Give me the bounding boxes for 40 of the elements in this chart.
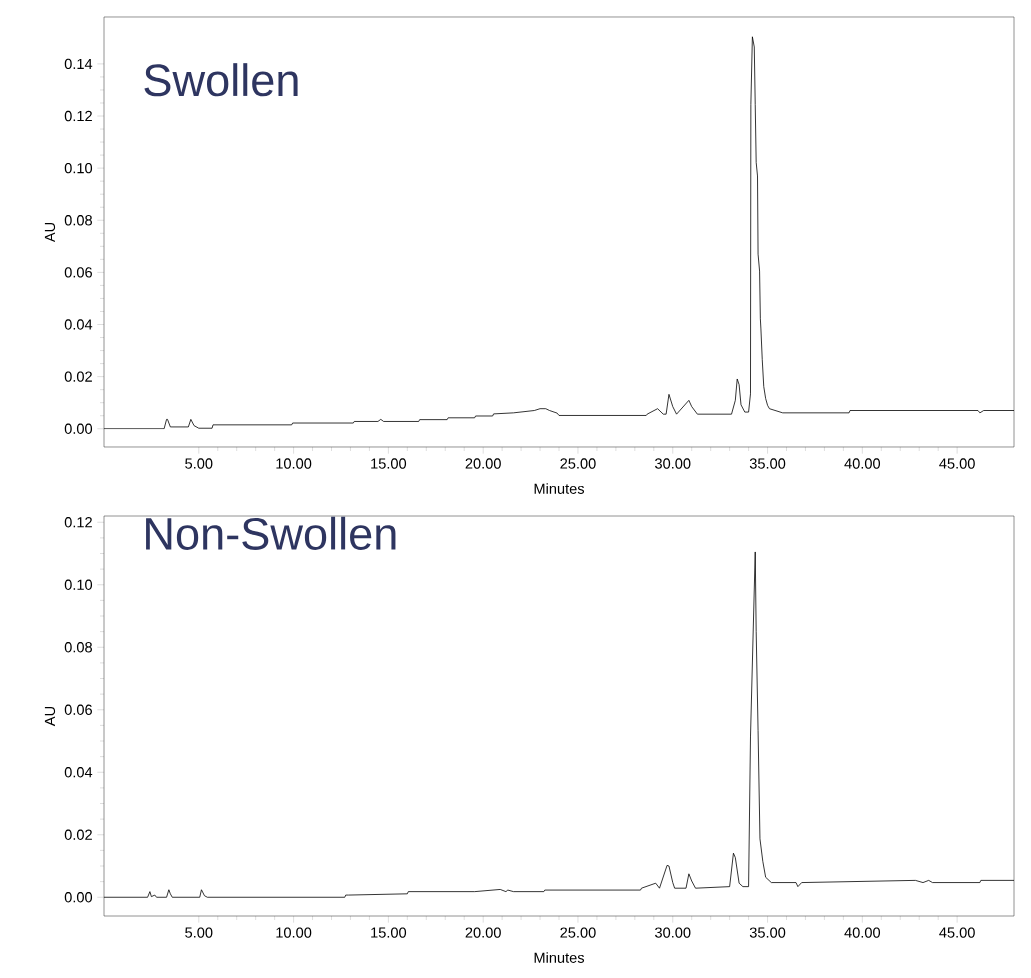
x-tick-label: 35.00 (749, 927, 786, 938)
x-tick-label: 40.00 (844, 458, 881, 469)
y-tick-label: 0.12 (64, 517, 92, 528)
x-tick-label: 35.00 (749, 458, 786, 469)
y-tick-label: 0.06 (64, 267, 92, 278)
x-tick-label: 10.00 (276, 927, 312, 938)
x-axis-title: Minutes (534, 952, 585, 963)
y-axis-title: AU (44, 222, 56, 243)
y-tick-label: 0.14 (64, 58, 93, 70)
y-tick-label: 0.08 (64, 215, 92, 226)
y-tick-label: 0.08 (64, 642, 92, 653)
line-series (104, 36, 1015, 430)
y-tick-label: 0.04 (64, 319, 93, 330)
x-tick-label: 5.00 (185, 927, 213, 938)
chart-title: Non-Swollen (146, 516, 396, 550)
x-tick-label: 5.00 (185, 458, 213, 469)
y-axis-title: AU (44, 706, 56, 727)
x-tick-label: 20.00 (465, 458, 501, 469)
y-tick-label: 0.02 (64, 829, 92, 840)
x-tick-label: 15.00 (371, 927, 407, 938)
y-tick-label: 0.02 (64, 371, 92, 382)
x-tick-label: 20.00 (465, 927, 501, 938)
x-tick-label: 30.00 (655, 458, 691, 469)
x-axis-title: Minutes (534, 483, 585, 494)
x-tick-label: 25.00 (560, 927, 596, 938)
y-tick-label: 0.00 (64, 892, 93, 903)
text: Swollen (144, 63, 298, 97)
x-tick-label: 45.00 (939, 458, 975, 469)
y-tick-label: 0.06 (64, 704, 92, 715)
x-tick-label: 10.00 (276, 458, 312, 469)
x-tick-label: 45.00 (939, 927, 975, 938)
y-tick-label: 0.12 (64, 110, 92, 122)
x-tick-label: 25.00 (560, 458, 596, 469)
x-tick-label: 30.00 (655, 927, 691, 938)
y-tick-label: 0.04 (64, 767, 93, 778)
y-tick-label: 0.10 (64, 579, 93, 590)
x-tick-label: 15.00 (371, 458, 407, 469)
x-tick-label: 40.00 (844, 927, 881, 938)
y-tick-label: 0.10 (64, 162, 93, 174)
y-tick-label: 0.00 (64, 423, 93, 434)
